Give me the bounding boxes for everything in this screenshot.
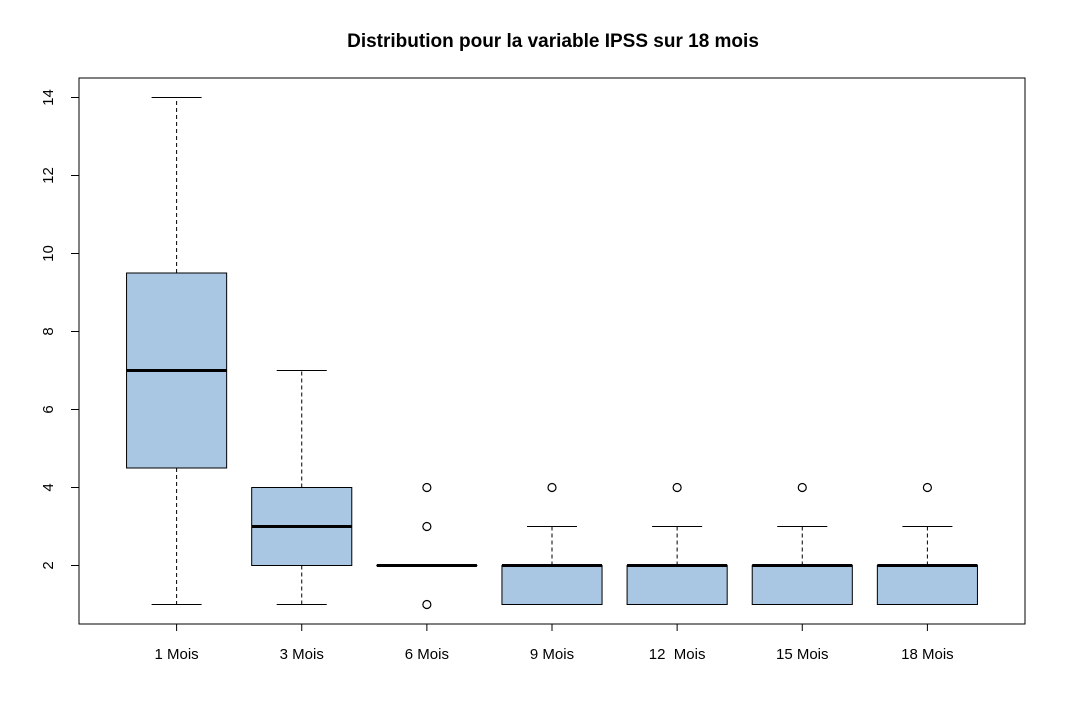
box-group <box>127 98 227 605</box>
chart-title: Distribution pour la variable IPSS sur 1… <box>347 31 759 52</box>
x-tick-label: 12 Mois <box>649 646 706 663</box>
box-group <box>377 484 477 609</box>
box-group <box>752 484 852 605</box>
outlier-point <box>673 484 681 492</box>
x-tick-label: 9 Mois <box>530 646 574 663</box>
y-tick-label: 12 <box>40 167 57 184</box>
box-group <box>502 484 602 605</box>
y-tick-label: 6 <box>40 405 57 413</box>
box <box>752 566 852 605</box>
outlier-point <box>798 484 806 492</box>
x-axis: 1 Mois 3 Mois 6 Mois 9 Mois 12 Mois 15 Mois 18… <box>155 624 954 663</box>
box-group <box>627 484 727 605</box>
y-tick-label: 2 <box>40 561 57 569</box>
box <box>627 566 727 605</box>
boxplot-series <box>127 98 978 609</box>
x-tick-label: 1 Mois <box>155 646 199 663</box>
x-tick-label: 15 Mois <box>776 646 829 663</box>
box <box>502 566 602 605</box>
outlier-point <box>548 484 556 492</box>
y-axis: 2 4 6 8 10 12 14 <box>40 89 79 570</box>
outlier-point <box>923 484 931 492</box>
y-tick-label: 10 <box>40 245 57 262</box>
outlier-point <box>423 601 431 609</box>
y-tick-label: 8 <box>40 327 57 335</box>
y-tick-label: 14 <box>40 89 57 106</box>
x-tick-label: 3 Mois <box>280 646 324 663</box>
box <box>877 566 977 605</box>
outlier-point <box>423 484 431 492</box>
y-tick-label: 4 <box>40 483 57 491</box>
box-group <box>252 371 352 605</box>
outlier-point <box>423 523 431 531</box>
x-tick-label: 18 Mois <box>901 646 954 663</box>
x-tick-label: 6 Mois <box>405 646 449 663</box>
box-group <box>877 484 977 605</box>
